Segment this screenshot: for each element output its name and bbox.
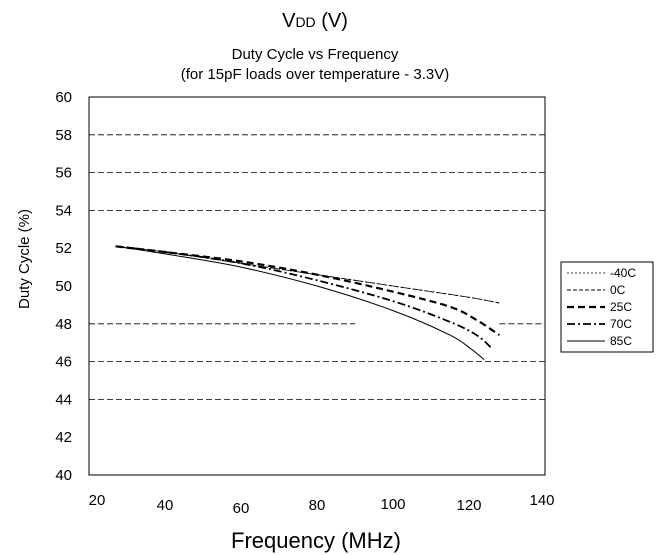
plot-area-frame — [88, 96, 546, 476]
legend-label-40C: -40C — [610, 266, 636, 280]
legend-items: -40C 0C 25C 70C 85C — [567, 266, 636, 348]
y-tick-label-58: 58 — [55, 127, 72, 144]
y-tick-label-42: 42 — [55, 429, 72, 446]
y-tick-label-46: 46 — [55, 354, 72, 371]
x-tick-label-60: 60 — [233, 500, 250, 517]
y-tick-label-54: 54 — [55, 202, 72, 219]
legend-label-70C: 70C — [610, 317, 632, 331]
x-tick-label-80: 80 — [309, 497, 326, 514]
x-tick-label-140: 140 — [529, 492, 554, 509]
header-sub: DD — [295, 14, 315, 30]
series-lines — [115, 245, 501, 361]
gridlines — [89, 134, 545, 400]
legend-label-85C: 85C — [610, 334, 632, 348]
series-line-85C — [115, 245, 485, 361]
header-rest: (V) — [316, 10, 348, 32]
y-tick-label-60: 60 — [55, 89, 72, 106]
x-tick-labels: 20 40 60 80 100 120 140 — [89, 492, 555, 517]
chart-title: Duty Cycle vs Frequency — [232, 46, 399, 63]
y-tick-label-48: 48 — [55, 316, 72, 333]
legend: -40C 0C 25C 70C 85C — [560, 261, 654, 353]
y-axis-label: Duty Cycle (%) — [16, 209, 33, 309]
chart-subtitle: (for 15pF loads over temperature - 3.3V) — [181, 66, 449, 83]
y-tick-label-56: 56 — [55, 165, 72, 182]
legend-box — [560, 261, 654, 353]
header-main: V — [282, 10, 296, 32]
y-tick-labels: 40 42 44 46 48 50 52 54 56 58 60 — [55, 89, 72, 484]
y-tick-label-50: 50 — [55, 278, 72, 295]
chart-header: VDD (V) — [282, 10, 348, 32]
series-line-25C — [115, 245, 501, 337]
x-tick-label-20: 20 — [89, 492, 106, 509]
legend-label-0C: 0C — [610, 283, 626, 297]
series-line-70C — [115, 245, 493, 350]
y-tick-label-40: 40 — [55, 467, 72, 484]
x-tick-label-40: 40 — [157, 497, 174, 514]
x-tick-label-100: 100 — [380, 496, 405, 513]
y-tick-label-52: 52 — [55, 240, 72, 257]
y-tick-label-44: 44 — [55, 391, 72, 408]
legend-label-25C: 25C — [610, 300, 632, 314]
x-tick-label-120: 120 — [456, 497, 481, 514]
x-axis-label: Frequency (MHz) — [231, 528, 401, 553]
